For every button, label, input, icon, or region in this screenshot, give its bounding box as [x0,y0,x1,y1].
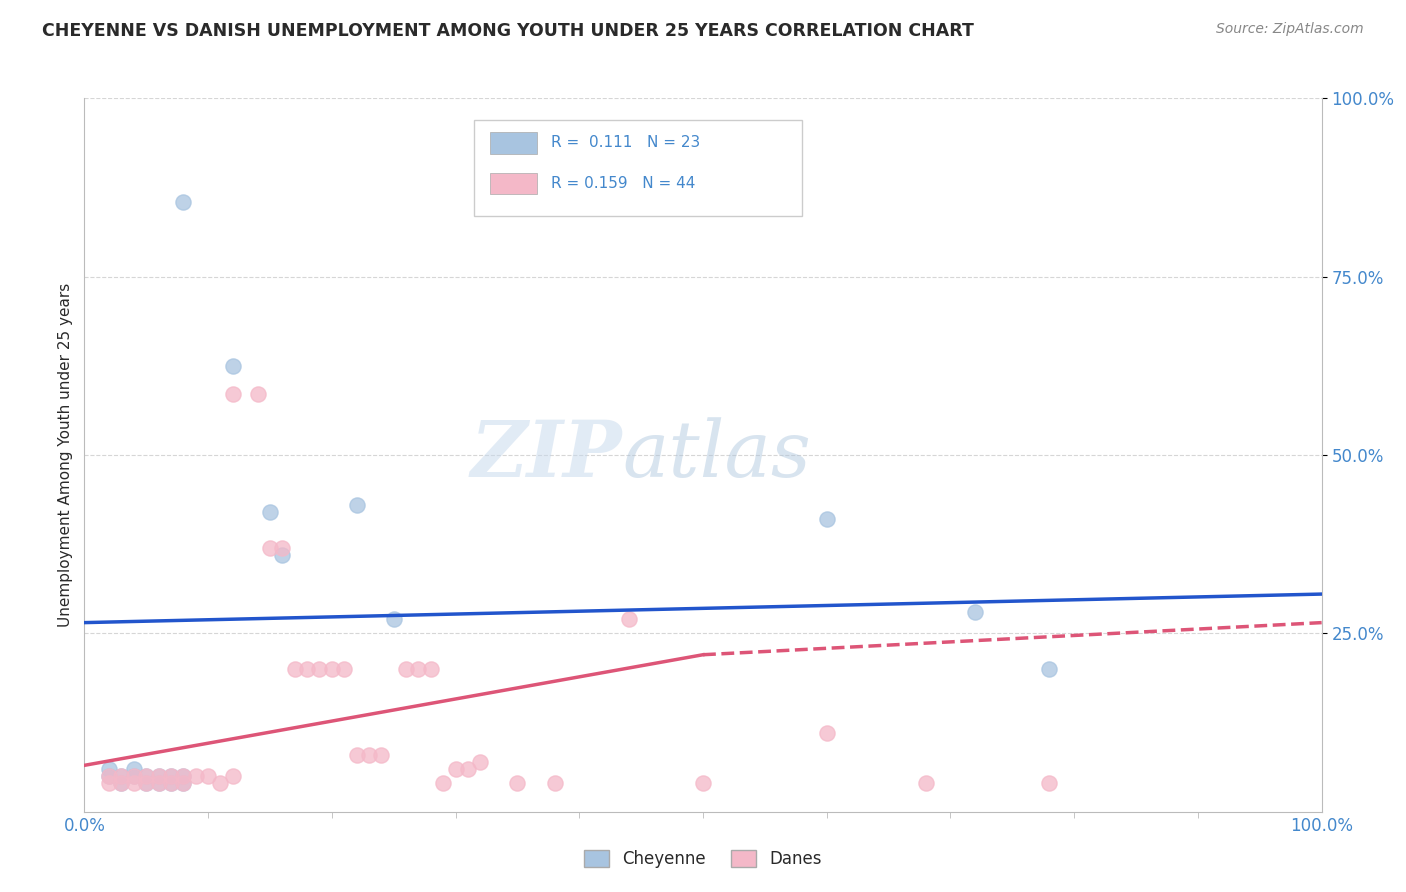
Point [122,769,145,783]
Point [148,776,170,790]
Text: R = 0.159   N = 44: R = 0.159 N = 44 [551,177,695,191]
Point [222,769,245,783]
Point [444,762,467,776]
Point [110,769,132,783]
Point [408,662,430,676]
Point [346,498,368,512]
Point [148,776,170,790]
Point [135,769,157,783]
Point [110,776,132,790]
Point [419,662,441,676]
Point [1038,662,1060,676]
Point [148,769,170,783]
Point [148,769,170,783]
Point [370,747,392,762]
Point [222,387,245,401]
Legend: Cheyenne, Danes: Cheyenne, Danes [578,843,828,875]
Point [506,776,529,790]
Point [172,776,194,790]
Point [1038,776,1060,790]
FancyBboxPatch shape [474,120,801,216]
Point [395,662,418,676]
Point [346,747,368,762]
Point [160,776,183,790]
Point [122,769,145,783]
Point [135,769,157,783]
Point [172,194,194,209]
Point [284,662,307,676]
Point [160,769,183,783]
Point [457,762,479,776]
Point [295,662,318,676]
Point [382,612,405,626]
Point [617,612,640,626]
Point [246,387,269,401]
Point [135,776,157,790]
Text: CHEYENNE VS DANISH UNEMPLOYMENT AMONG YOUTH UNDER 25 YEARS CORRELATION CHART: CHEYENNE VS DANISH UNEMPLOYMENT AMONG YO… [42,22,974,40]
Point [122,776,145,790]
Text: ZIP: ZIP [471,417,623,493]
Point [259,505,281,519]
Y-axis label: Unemployment Among Youth under 25 years: Unemployment Among Youth under 25 years [58,283,73,627]
Point [914,776,936,790]
Point [815,726,838,740]
Point [172,769,194,783]
FancyBboxPatch shape [491,173,537,194]
Point [98,762,121,776]
Point [222,359,245,373]
Point [110,776,132,790]
Text: atlas: atlas [623,417,811,493]
FancyBboxPatch shape [491,132,537,153]
Point [308,662,330,676]
Point [432,776,454,790]
Point [122,762,145,776]
Point [692,776,714,790]
Text: Source: ZipAtlas.com: Source: ZipAtlas.com [1216,22,1364,37]
Point [543,776,565,790]
Point [160,769,183,783]
Point [98,776,121,790]
Point [259,541,281,555]
Point [470,755,492,769]
Point [271,541,294,555]
Point [321,662,343,676]
Point [965,605,987,619]
Point [172,769,194,783]
Point [110,769,132,783]
Point [135,776,157,790]
Point [172,776,194,790]
Point [197,769,219,783]
Point [160,776,183,790]
Point [184,769,207,783]
Point [209,776,232,790]
Point [98,769,121,783]
Point [98,769,121,783]
Point [271,548,294,562]
Text: R =  0.111   N = 23: R = 0.111 N = 23 [551,135,700,150]
Point [357,747,380,762]
Point [333,662,356,676]
Point [815,512,838,526]
